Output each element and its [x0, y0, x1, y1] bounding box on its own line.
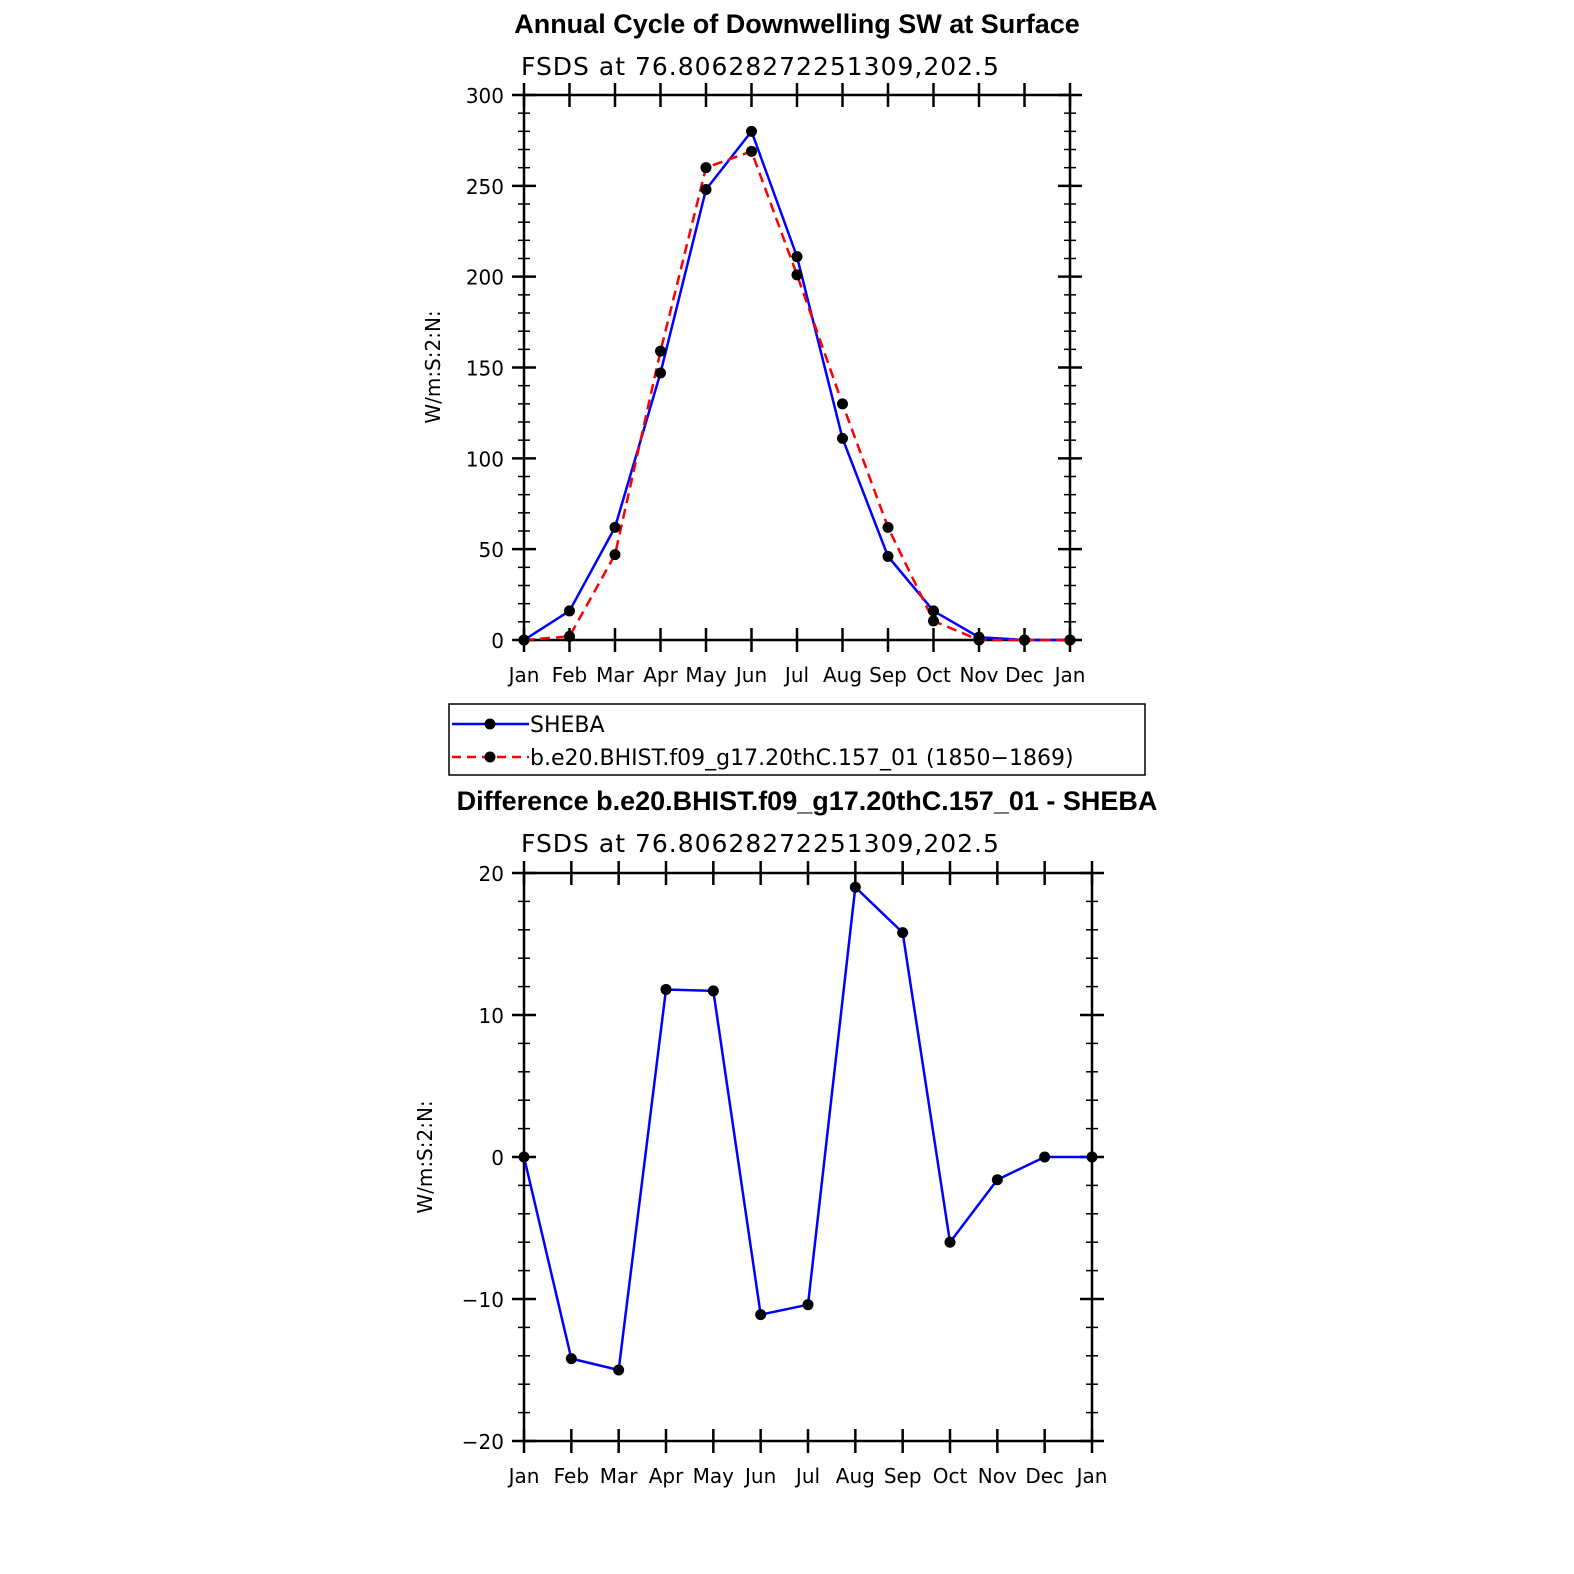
bottom-chart-y-tick-label: 20 [479, 862, 504, 886]
bottom-chart-series-0-point [849, 881, 861, 893]
bottom-chart-series-0-point [1039, 1151, 1051, 1163]
top-chart-x-tick-label: May [685, 663, 727, 687]
bottom-chart-series-0-point [1086, 1151, 1098, 1163]
top-chart-subtitle: FSDS at 76.80628272251309,202.5 [521, 52, 1000, 81]
bottom-chart-x-tick-label: Jan [507, 1464, 540, 1488]
top-chart-series-0-point [655, 367, 666, 379]
legend: SHEBA b.e20.BHIST.f09_g17.20thC.157_01 (… [448, 703, 1146, 776]
top-chart-series-0-point [746, 125, 757, 137]
bottom-chart-y-axis-label: W/m:S:2:N: [413, 1100, 437, 1213]
top-chart-series-1-point [746, 145, 757, 157]
top-chart-x-tick-label: Aug [823, 663, 862, 687]
bottom-chart-series-0-point [944, 1236, 956, 1248]
top-chart-plot: Jan Feb Mar Apr May Jun Jul Aug Sep Oct Nov Dec Jan0… [466, 83, 1086, 687]
bottom-chart-series-0-point [991, 1174, 1003, 1186]
top-chart-x-tick-label: Mar [596, 663, 635, 687]
bottom-chart-plot-frame [522, 871, 1094, 1443]
top-chart-x-tick-label: Jan [1053, 663, 1086, 687]
top-chart-x-tick-label: Dec [1005, 663, 1044, 687]
legend-model-marker [484, 751, 496, 763]
top-chart-series-1-point [655, 345, 666, 357]
bottom-chart-y-tick-label: 10 [479, 1004, 504, 1028]
bottom-chart-x-tick-label: Jul [794, 1464, 820, 1488]
legend-sheba-marker [484, 718, 496, 730]
top-chart-series-1-point [700, 162, 712, 174]
top-chart-plot-frame [522, 93, 1072, 642]
top-chart-y-tick-label: 0 [491, 629, 504, 653]
top-chart-series-1-point [1064, 634, 1076, 646]
top-chart-x-tick-label: Feb [552, 663, 587, 687]
top-chart-series-0-point [837, 432, 848, 444]
top-chart-x-tick-label: Jan [507, 663, 540, 687]
top-chart-series-1-point [518, 634, 530, 646]
bottom-chart-subtitle: FSDS at 76.80628272251309,202.5 [521, 829, 1000, 858]
top-chart-series-0-point [564, 605, 575, 617]
bottom-chart-series-0-point [802, 1299, 814, 1311]
bottom-chart-y-tick-label: −10 [462, 1288, 504, 1312]
top-chart-x-tick-label: Sep [869, 663, 907, 687]
bottom-chart-x-tick-label: Jan [1075, 1464, 1108, 1488]
top-chart-title: Annual Cycle of Downwelling SW at Surfac… [514, 9, 1080, 39]
top-chart-y-tick-label: 250 [466, 175, 504, 199]
top-chart-series-0-line [523, 130, 1070, 642]
top-chart-series-1-point [609, 549, 621, 561]
top-chart-series-1-point [564, 630, 575, 642]
bottom-chart-series-0-point [613, 1364, 625, 1376]
top-chart-y-tick-label: 50 [479, 538, 504, 562]
bottom-chart-x-tick-label: Oct [933, 1464, 968, 1488]
top-chart-series-0-point [609, 521, 621, 533]
top-chart-y-axis-label: W/m:S:2:N: [421, 310, 445, 423]
top-chart-y-tick-label: 300 [466, 84, 504, 108]
top-chart-series-1-point [837, 398, 848, 410]
top-chart-series-1-point [1019, 634, 1030, 646]
bottom-chart-series-0-point [518, 1151, 530, 1163]
top-chart-y-tick-label: 100 [466, 447, 504, 471]
bottom-chart-plot: Jan Feb Mar Apr May Jun Jul Aug Sep Oct Nov Dec Jan−… [462, 861, 1108, 1488]
top-chart-series-1-point [882, 521, 894, 533]
bottom-chart-x-tick-label: Jun [743, 1464, 776, 1488]
legend-box [448, 703, 1146, 776]
bottom-chart-series-0-line [522, 885, 1092, 1372]
top-chart-series-0-point [882, 550, 894, 562]
top-chart-series-1-point [791, 269, 803, 281]
bottom-chart-x-tick-label: Sep [884, 1464, 922, 1488]
top-chart-x-tick-label: Jul [783, 663, 809, 687]
bottom-chart-x-tick-label: Dec [1025, 1464, 1064, 1488]
top-chart-y-tick-label: 200 [466, 266, 504, 290]
top-chart-y-tick-label: 150 [466, 357, 504, 381]
top-chart-series-1-point [928, 615, 939, 627]
bottom-chart-series-0-point [707, 985, 719, 997]
legend-model-label: b.e20.BHIST.f09_g17.20thC.157_01 (1850−1… [530, 746, 1074, 771]
legend-sheba-label: SHEBA [530, 713, 605, 738]
top-chart-series-0-point [700, 183, 712, 195]
bottom-chart-x-tick-label: Apr [649, 1464, 684, 1488]
top-chart-series-0-point [928, 605, 939, 617]
top-chart-x-tick-label: Oct [916, 663, 951, 687]
bottom-chart-x-tick-label: May [693, 1464, 735, 1488]
bottom-chart-series-0-point [660, 983, 672, 995]
bottom-chart-x-tick-label: Mar [600, 1464, 639, 1488]
top-chart-x-tick-label: Apr [643, 663, 678, 687]
bottom-chart-series-0-point [897, 927, 909, 939]
bottom-chart-x-tick-label: Nov [978, 1464, 1017, 1488]
top-chart-x-tick-label: Jun [734, 663, 767, 687]
bottom-chart-series-0-point [755, 1309, 767, 1321]
bottom-chart-x-tick-label: Aug [836, 1464, 875, 1488]
top-chart-series-0-point [791, 251, 803, 263]
bottom-chart-y-tick-label: 0 [491, 1146, 504, 1170]
top-chart-x-tick-label: Nov [959, 663, 998, 687]
bottom-chart-series-0-point [565, 1353, 577, 1365]
bottom-chart-x-tick-label: Feb [554, 1464, 589, 1488]
bottom-chart-title: Difference b.e20.BHIST.f09_g17.20thC.157… [457, 786, 1158, 816]
top-chart-series-1-point [973, 634, 985, 646]
top-chart-series-1-line [523, 150, 1070, 642]
bottom-chart-y-tick-label: −20 [462, 1430, 504, 1454]
